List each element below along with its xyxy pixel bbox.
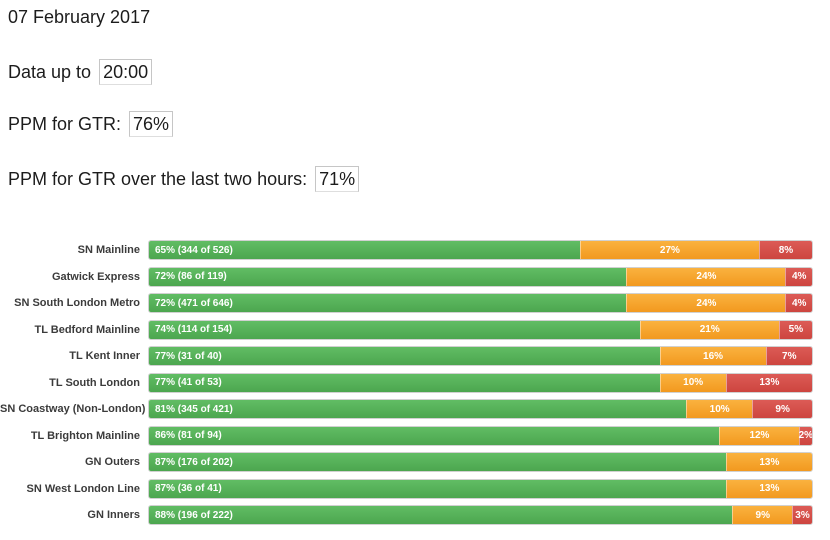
bar-segment-green: 87% (36 of 41) xyxy=(149,479,726,498)
chart-row: SN West London Line 87% (36 of 41) 13% xyxy=(0,478,813,499)
bar-row-label: TL South London xyxy=(49,376,140,389)
bar-row-label: SN Coastway (Non-London) xyxy=(0,403,146,415)
bar-segment-red: 4% xyxy=(785,267,812,286)
bar-segment-orange: 24% xyxy=(626,294,786,312)
bar-row-label: GN Inners xyxy=(87,509,140,521)
chart-row: GN Inners 88% (196 of 222) 9% 3% xyxy=(0,505,813,525)
bar-segment-orange: 24% xyxy=(626,267,786,286)
data-up-to-label: Data up to xyxy=(8,62,92,82)
bar-row-label: SN Mainline xyxy=(77,244,140,256)
bar-track: 77% (41 of 53) 10% 13% xyxy=(148,372,813,393)
bar-segment-green: 88% (196 of 222) xyxy=(149,506,733,524)
bar-track: 88% (196 of 222) 9% 3% xyxy=(148,505,813,525)
bar-track: 87% (36 of 41) 13% xyxy=(148,478,813,499)
bar-segment-green: 77% (31 of 40) xyxy=(149,347,660,365)
bar-segment-orange: 9% xyxy=(732,506,793,524)
chart-row: TL Bedford Mainline 74% (114 of 154) 21% 5… xyxy=(0,319,813,340)
report-date: 07 February 2017 xyxy=(8,7,151,27)
bar-segment-red: 8% xyxy=(758,241,812,259)
bar-segment-green: 74% (114 of 154) xyxy=(149,320,640,339)
chart-row: Gatwick Express 72% (86 of 119) 24% 4% xyxy=(0,266,813,287)
bar-row-label: SN South London Metro xyxy=(14,297,140,309)
bar-segment-orange: 21% xyxy=(639,320,779,339)
chart-row: SN South London Metro 72% (471 of 646) 24… xyxy=(0,293,813,313)
chart-row: SN Coastway (Non-London) 81% (345 of 421… xyxy=(0,399,813,419)
bar-row-label: SN West London Line xyxy=(26,482,140,495)
chart-row: GN Outers 87% (176 of 202) 13% xyxy=(0,452,813,472)
chart-row: TL South London 77% (41 of 53) 10% 13% xyxy=(0,372,813,393)
bar-track: 77% (31 of 40) 16% 7% xyxy=(148,346,813,366)
ppm-stacked-bar-chart: SN Mainline 65% (344 of 526) 27% 8% Gatwic… xyxy=(0,240,813,532)
ppm-two-hours-value-box: 71% xyxy=(315,166,360,192)
ppm-line: PPM for GTR: 76% xyxy=(8,111,174,137)
ppm-two-hours-label: PPM for GTR over the last two hours: xyxy=(8,169,308,189)
bar-segment-red: 5% xyxy=(778,320,812,339)
bar-row-label: TL Brighton Mainline xyxy=(30,429,140,442)
chart-row: TL Brighton Mainline 86% (81 of 94) 12% 2% xyxy=(0,425,813,446)
bar-track: 72% (86 of 119) 24% 4% xyxy=(148,266,813,287)
bar-segment-green: 81% (345 of 421) xyxy=(149,400,687,418)
chart-row: TL Kent Inner 77% (31 of 40) 16% 7% xyxy=(0,346,813,366)
bar-segment-orange: 10% xyxy=(686,400,753,418)
chart-row: SN Mainline 65% (344 of 526) 27% 8% xyxy=(0,240,813,260)
bar-segment-red: 3% xyxy=(792,506,812,524)
bar-segment-red: 13% xyxy=(725,373,812,392)
bar-track: 72% (471 of 646) 24% 4% xyxy=(148,293,813,313)
bar-segment-green: 86% (81 of 94) xyxy=(149,426,720,445)
bar-segment-red: 7% xyxy=(765,347,812,365)
bar-segment-green: 77% (41 of 53) xyxy=(149,373,660,392)
bar-segment-orange: 16% xyxy=(659,347,766,365)
bar-track: 81% (345 of 421) 10% 9% xyxy=(148,399,813,419)
bar-segment-red: 4% xyxy=(785,294,812,312)
bar-segment-red: 2% xyxy=(799,426,812,445)
ppm-two-hours-line: PPM for GTR over the last two hours: 71% xyxy=(8,166,360,192)
bar-segment-red: 9% xyxy=(752,400,812,418)
bar-segment-green: 65% (344 of 526) xyxy=(149,241,580,259)
ppm-label: PPM for GTR: xyxy=(8,114,122,134)
bar-track: 87% (176 of 202) 13% xyxy=(148,452,813,472)
bar-segment-orange: 13% xyxy=(725,453,812,471)
data-up-to-line: Data up to 20:00 xyxy=(8,59,153,85)
bar-segment-green: 72% (86 of 119) xyxy=(149,267,627,286)
bar-segment-orange: 27% xyxy=(579,241,759,259)
bar-track: 86% (81 of 94) 12% 2% xyxy=(148,425,813,446)
bar-row-label: TL Bedford Mainline xyxy=(34,323,140,336)
bar-row-label: GN Outers xyxy=(84,456,140,468)
bar-track: 74% (114 of 154) 21% 5% xyxy=(148,319,813,340)
bar-track: 65% (344 of 526) 27% 8% xyxy=(148,240,813,260)
bar-segment-green: 87% (176 of 202) xyxy=(149,453,726,471)
ppm-value-box: 76% xyxy=(129,111,174,137)
bar-row-label: TL Kent Inner xyxy=(69,350,140,362)
bar-segment-orange: 13% xyxy=(725,479,812,498)
data-up-to-value-box: 20:00 xyxy=(99,59,153,85)
bar-segment-orange: 12% xyxy=(719,426,799,445)
bar-row-label: Gatwick Express xyxy=(51,270,140,283)
bar-segment-green: 72% (471 of 646) xyxy=(149,294,627,312)
bar-segment-orange: 10% xyxy=(659,373,726,392)
